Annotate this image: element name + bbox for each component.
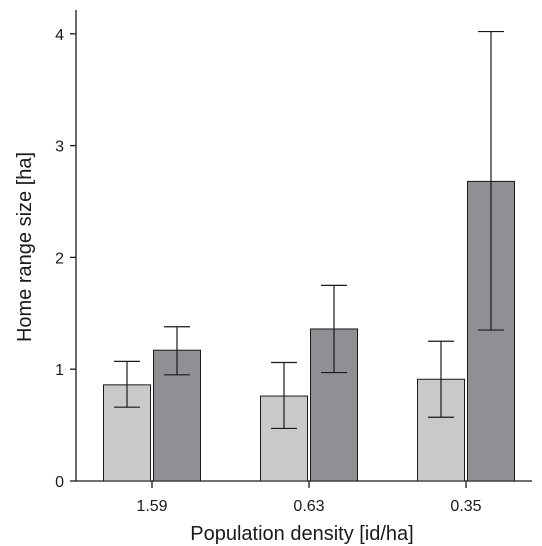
x-tick-label: 1.59: [136, 498, 167, 515]
y-tick-label: 1: [55, 362, 64, 379]
plot-area: 0 1 2 3 4 1.59 0.63 0.35: [55, 10, 532, 515]
y-tick-label: 4: [55, 27, 64, 44]
x-axis-title: Population density [id/ha]: [190, 523, 414, 545]
y-tick-label: 0: [55, 474, 64, 491]
x-tick-label: 0.35: [450, 498, 481, 515]
y-axis-title: Home range size [ha]: [14, 152, 36, 342]
y-tick-label: 3: [55, 139, 64, 156]
y-tick-label: 2: [55, 250, 64, 267]
bar: [417, 378, 465, 482]
x-tick-label: 0.63: [293, 498, 324, 515]
